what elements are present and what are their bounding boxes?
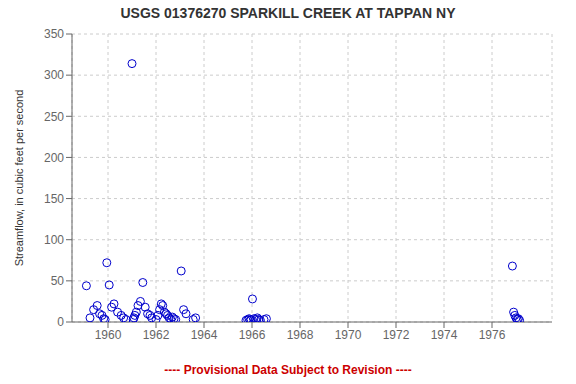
svg-text:300: 300 (44, 68, 64, 82)
svg-text:350: 350 (44, 27, 64, 41)
svg-text:1966: 1966 (239, 328, 266, 342)
svg-text:1972: 1972 (383, 328, 410, 342)
html-text:---- Provisional Data Subject: ---- Provisional Data Subject to Revisio… (164, 363, 412, 377)
svg-text:1964: 1964 (191, 328, 218, 342)
svg-text:1960: 1960 (95, 328, 122, 342)
svg-text:1974: 1974 (431, 328, 458, 342)
svg-text:1962: 1962 (143, 328, 170, 342)
svg-text:200: 200 (44, 151, 64, 165)
svg-text:1976: 1976 (479, 328, 506, 342)
svg-text:150: 150 (44, 192, 64, 206)
svg-text:Streamflow, in cubic feet per: Streamflow, in cubic feet per second (13, 90, 25, 267)
svg-text:100: 100 (44, 233, 64, 247)
svg-text:1968: 1968 (287, 328, 314, 342)
svg-text:0: 0 (57, 315, 64, 329)
svg-text:1970: 1970 (335, 328, 362, 342)
svg-text:50: 50 (51, 274, 65, 288)
html-text:USGS 01376270 SPARKILL CREEK A: USGS 01376270 SPARKILL CREEK AT TAPPAN N… (120, 5, 456, 21)
svg-text:250: 250 (44, 110, 64, 124)
